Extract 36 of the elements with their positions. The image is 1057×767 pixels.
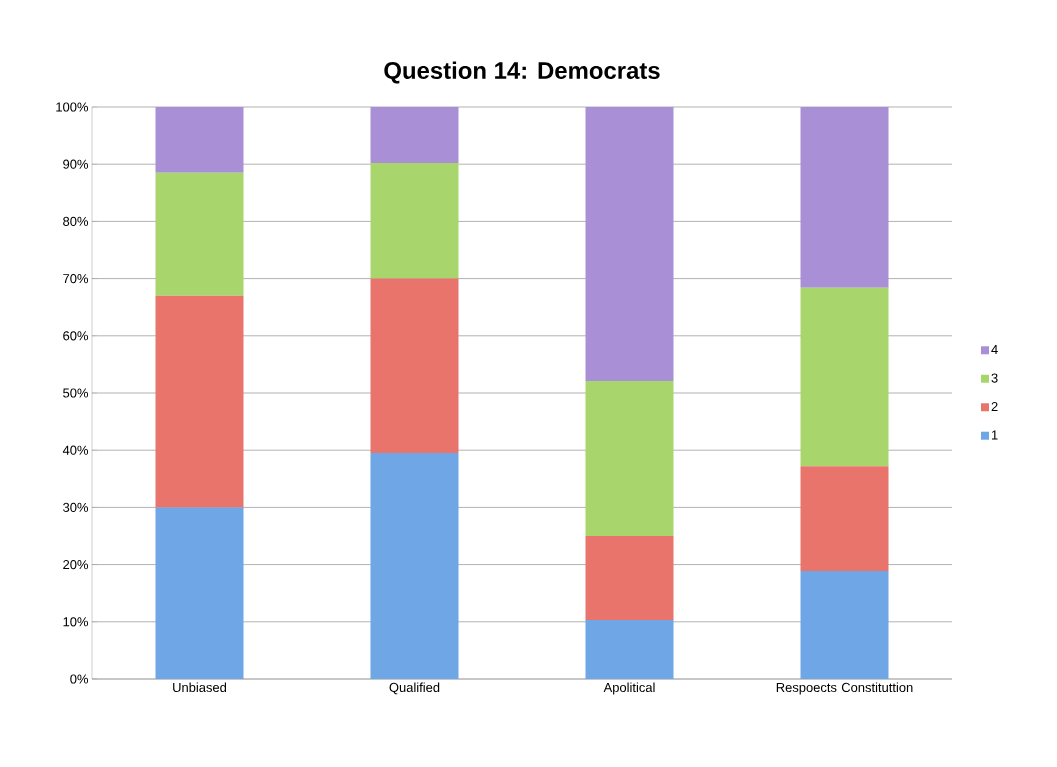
bar bbox=[585, 106, 674, 381]
bar bbox=[155, 295, 244, 508]
bar bbox=[155, 507, 244, 679]
chart-title: Question 14: Democrats bbox=[384, 61, 660, 84]
bar bbox=[370, 106, 459, 164]
legend-label: 3 bbox=[991, 373, 998, 383]
bar bbox=[800, 570, 889, 679]
bar bbox=[585, 536, 674, 621]
x-tick-label: Apolitical bbox=[603, 682, 655, 695]
y-tick-label: 80% bbox=[63, 216, 89, 226]
bar bbox=[800, 466, 889, 571]
bar bbox=[155, 172, 244, 296]
y-tick-label: 40% bbox=[62, 445, 89, 455]
x-tick-label: Respoects Constituttion bbox=[776, 682, 913, 695]
y-tick-label: 60% bbox=[63, 331, 89, 341]
y-tick-label: 50% bbox=[63, 388, 89, 398]
y-tick-label: 10% bbox=[63, 617, 89, 627]
legend-label: 1 bbox=[991, 430, 998, 440]
x-tick-label: Unbiased bbox=[173, 682, 227, 693]
y-tick-label: 30% bbox=[63, 502, 89, 512]
bar bbox=[800, 106, 889, 288]
bar bbox=[155, 106, 244, 173]
bar bbox=[585, 380, 674, 536]
y-tick-label: 90% bbox=[63, 159, 89, 169]
y-tick-label: 70% bbox=[63, 274, 89, 284]
bar bbox=[800, 287, 889, 467]
y-tick-label: 100% bbox=[56, 102, 89, 112]
bar bbox=[370, 278, 459, 454]
legend-label: 4 bbox=[991, 345, 998, 354]
bar bbox=[585, 620, 674, 679]
y-tick-label: 20% bbox=[63, 560, 89, 570]
bar bbox=[370, 453, 459, 679]
x-tick-label: Qualified bbox=[389, 682, 440, 695]
legend-label: 2 bbox=[991, 401, 998, 412]
bar bbox=[370, 163, 459, 279]
y-tick-label: 0% bbox=[70, 674, 89, 684]
